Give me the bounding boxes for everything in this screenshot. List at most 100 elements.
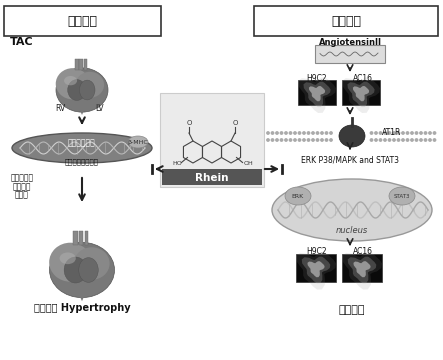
Circle shape bbox=[285, 132, 287, 134]
Circle shape bbox=[424, 139, 427, 141]
Circle shape bbox=[379, 139, 382, 141]
Circle shape bbox=[433, 132, 436, 134]
Text: H9C2: H9C2 bbox=[307, 73, 327, 82]
Text: 心脏功能: 心脏功能 bbox=[13, 183, 31, 192]
Circle shape bbox=[389, 139, 391, 141]
Text: nucleus: nucleus bbox=[336, 225, 368, 234]
Text: 动物体内: 动物体内 bbox=[67, 14, 97, 27]
Circle shape bbox=[280, 132, 283, 134]
Circle shape bbox=[307, 139, 310, 141]
Text: LV: LV bbox=[96, 104, 104, 112]
Text: ERK P38/MAPK and STAT3: ERK P38/MAPK and STAT3 bbox=[301, 156, 399, 165]
Text: Rhein: Rhein bbox=[195, 173, 229, 183]
Text: TAC: TAC bbox=[10, 37, 34, 47]
FancyBboxPatch shape bbox=[4, 6, 161, 36]
Ellipse shape bbox=[12, 133, 152, 163]
Circle shape bbox=[325, 139, 328, 141]
Circle shape bbox=[411, 139, 413, 141]
Text: HO: HO bbox=[173, 161, 183, 166]
Circle shape bbox=[397, 132, 400, 134]
Bar bbox=[84, 59, 87, 70]
Bar bbox=[79, 59, 82, 70]
Circle shape bbox=[325, 132, 328, 134]
Ellipse shape bbox=[56, 68, 108, 112]
Text: ERK: ERK bbox=[292, 194, 304, 198]
Bar bbox=[342, 80, 380, 105]
Circle shape bbox=[307, 132, 310, 134]
Circle shape bbox=[406, 132, 409, 134]
Circle shape bbox=[321, 139, 323, 141]
Polygon shape bbox=[342, 77, 380, 113]
Text: AC16: AC16 bbox=[353, 248, 373, 256]
Bar bbox=[342, 254, 382, 282]
Polygon shape bbox=[298, 77, 336, 113]
Text: STAT3: STAT3 bbox=[394, 194, 410, 198]
Circle shape bbox=[276, 132, 278, 134]
Circle shape bbox=[375, 132, 377, 134]
Ellipse shape bbox=[272, 179, 432, 241]
Circle shape bbox=[316, 132, 319, 134]
Ellipse shape bbox=[339, 125, 365, 147]
Circle shape bbox=[330, 139, 332, 141]
Circle shape bbox=[415, 139, 418, 141]
Text: AT1R: AT1R bbox=[382, 127, 401, 136]
Circle shape bbox=[370, 139, 373, 141]
Text: O: O bbox=[187, 120, 192, 126]
Circle shape bbox=[415, 132, 418, 134]
FancyBboxPatch shape bbox=[254, 6, 438, 36]
Circle shape bbox=[303, 132, 305, 134]
Ellipse shape bbox=[128, 136, 148, 148]
Ellipse shape bbox=[50, 242, 114, 298]
Circle shape bbox=[402, 132, 404, 134]
Circle shape bbox=[276, 139, 278, 141]
Ellipse shape bbox=[64, 76, 77, 85]
Ellipse shape bbox=[56, 68, 89, 99]
Circle shape bbox=[285, 139, 287, 141]
Circle shape bbox=[312, 132, 314, 134]
Circle shape bbox=[429, 132, 431, 134]
Circle shape bbox=[271, 139, 274, 141]
Circle shape bbox=[433, 139, 436, 141]
Circle shape bbox=[289, 132, 291, 134]
Polygon shape bbox=[348, 257, 376, 283]
Ellipse shape bbox=[79, 80, 95, 100]
Circle shape bbox=[289, 139, 291, 141]
Bar bbox=[296, 254, 336, 282]
Circle shape bbox=[321, 132, 323, 134]
Circle shape bbox=[298, 139, 301, 141]
Ellipse shape bbox=[74, 247, 109, 280]
Circle shape bbox=[397, 139, 400, 141]
Polygon shape bbox=[347, 82, 375, 107]
Text: 细胞肥大: 细胞肥大 bbox=[339, 305, 365, 315]
Ellipse shape bbox=[75, 72, 104, 98]
Text: β-MHC: β-MHC bbox=[128, 140, 148, 144]
Bar bbox=[73, 231, 78, 245]
Circle shape bbox=[406, 139, 409, 141]
Circle shape bbox=[370, 132, 373, 134]
Text: 细胞水平: 细胞水平 bbox=[331, 14, 361, 27]
Text: 蛋白水平表达上调: 蛋白水平表达上调 bbox=[65, 159, 99, 165]
FancyBboxPatch shape bbox=[160, 93, 264, 187]
Ellipse shape bbox=[64, 257, 87, 283]
Text: 心肌纤维化: 心肌纤维化 bbox=[11, 174, 34, 183]
Text: O: O bbox=[232, 120, 238, 126]
Polygon shape bbox=[309, 86, 325, 101]
Polygon shape bbox=[303, 82, 330, 107]
Circle shape bbox=[384, 132, 386, 134]
Text: AngiotensinII: AngiotensinII bbox=[319, 37, 381, 46]
Text: H9C2: H9C2 bbox=[307, 248, 327, 256]
Circle shape bbox=[294, 139, 296, 141]
Bar bbox=[79, 231, 83, 245]
Ellipse shape bbox=[49, 243, 91, 282]
Circle shape bbox=[389, 132, 391, 134]
Polygon shape bbox=[354, 261, 371, 277]
Polygon shape bbox=[77, 289, 87, 301]
Polygon shape bbox=[342, 252, 382, 289]
Ellipse shape bbox=[79, 258, 98, 282]
Circle shape bbox=[379, 132, 382, 134]
Circle shape bbox=[393, 132, 395, 134]
Circle shape bbox=[280, 139, 283, 141]
Ellipse shape bbox=[285, 187, 311, 205]
Polygon shape bbox=[302, 257, 330, 283]
Ellipse shape bbox=[389, 187, 415, 205]
